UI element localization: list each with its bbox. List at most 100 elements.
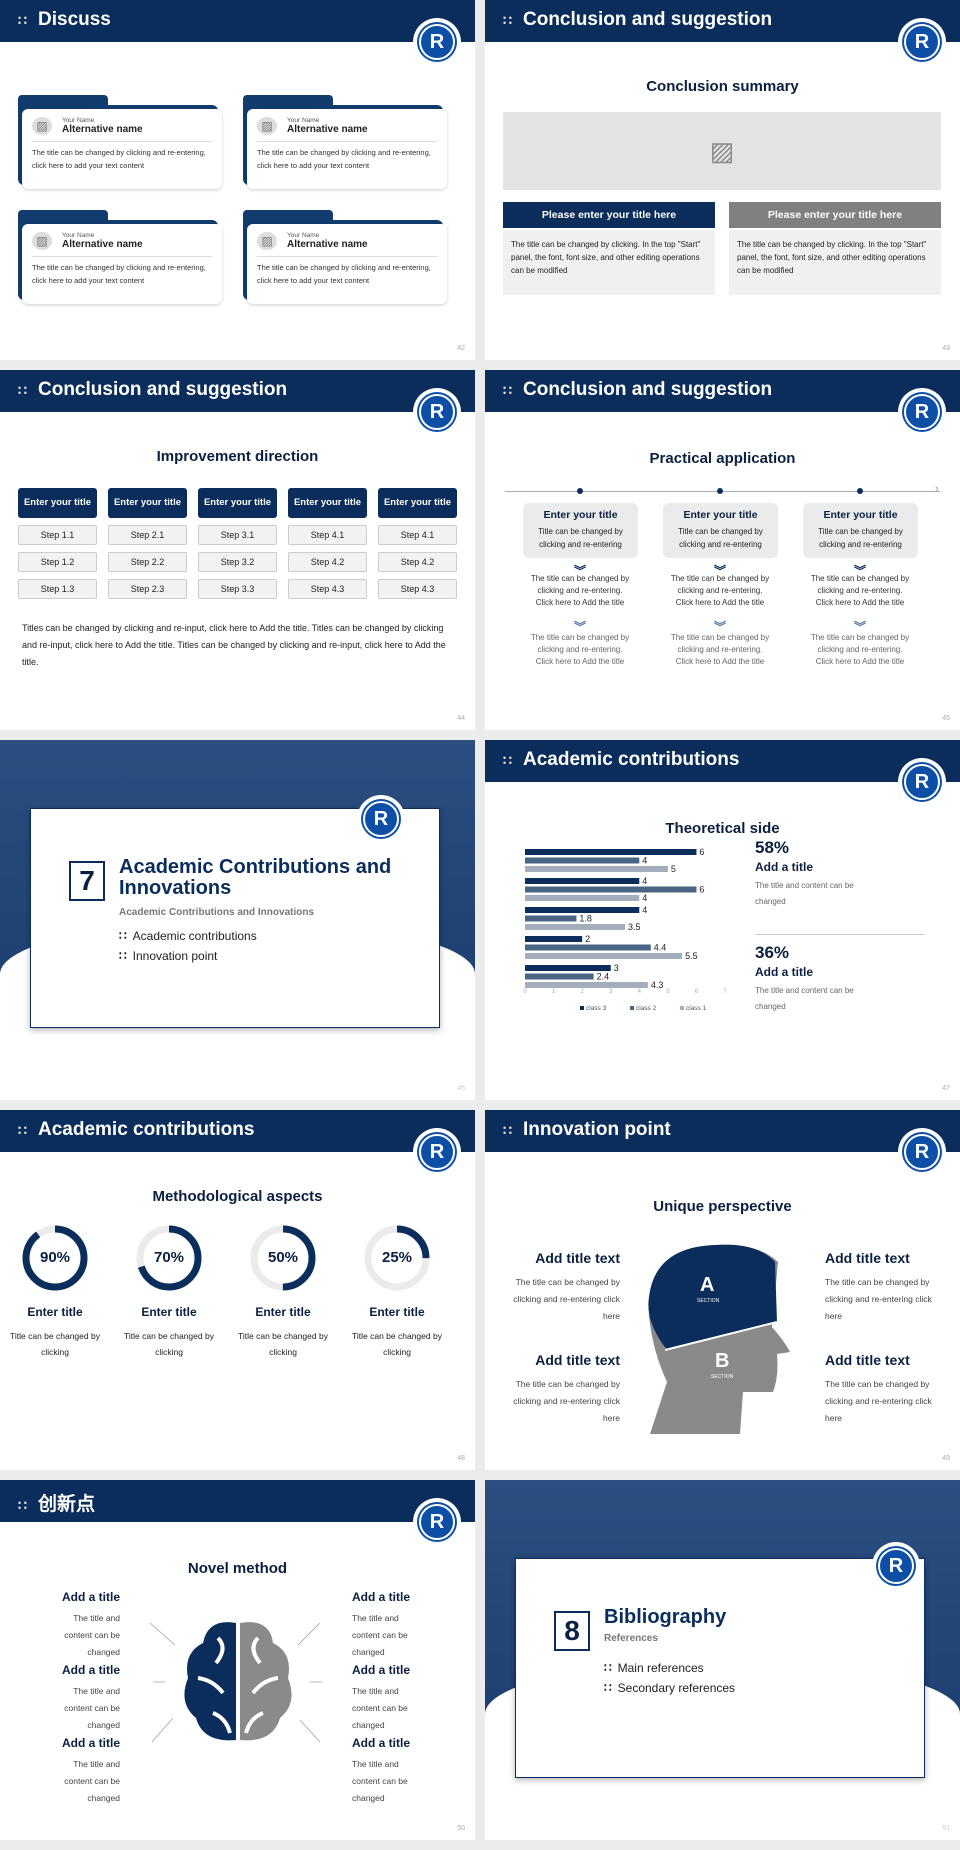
- profile-card[interactable]: ▨ Your Name Alternative name The title can …: [18, 210, 223, 305]
- timeline-dot: [717, 488, 723, 494]
- x-tick-label: 2: [580, 989, 584, 995]
- slide-50[interactable]: ∷ 创新点 R 50 Novel method Add a title The title …: [0, 1480, 475, 1840]
- slide-44[interactable]: ∷ Conclusion and suggestion R 44 Improvement…: [0, 370, 475, 730]
- progress-ring: 50%: [250, 1225, 316, 1291]
- bar-label: 3: [614, 963, 619, 973]
- card-text: The title can be changed by clicking and…: [32, 148, 206, 170]
- chapter-subtitle: References: [604, 1633, 658, 1644]
- chapter-bullet[interactable]: ∷ Innovation point: [119, 949, 217, 963]
- logo-mark: R: [904, 764, 940, 800]
- divider: [755, 934, 925, 935]
- bullet-text: Main references: [617, 1661, 704, 1675]
- bar: [525, 878, 640, 884]
- x-tick-label: 7: [723, 989, 727, 995]
- card-small-name: Your Name: [287, 232, 320, 239]
- card-names: Your Name Alternative name: [287, 117, 368, 135]
- paragraph: Titles can be changed by clicking and re…: [22, 623, 446, 667]
- profile-card[interactable]: ▨ Your Name Alternative name The title can …: [18, 95, 223, 190]
- logo-mark: R: [878, 1548, 914, 1584]
- step-box: Step 2.1: [108, 525, 187, 545]
- application-box[interactable]: Enter your title Title can be changed by …: [803, 503, 918, 558]
- application-box[interactable]: Enter your title Title can be changed by …: [523, 503, 638, 558]
- item-text: The title can be changed by clicking and…: [825, 1379, 932, 1423]
- card-head: ▨ Your Name Alternative name: [257, 117, 437, 142]
- slide-header: ∷ Discuss: [0, 0, 475, 42]
- slide-46[interactable]: 7 Academic Contributions and Innovations A…: [0, 740, 475, 1100]
- card-name: Alternative name: [287, 124, 368, 135]
- column-title: Enter your title: [198, 488, 277, 518]
- ring-label: 70%: [153, 1249, 185, 1266]
- page-number: 50: [457, 1825, 465, 1832]
- bar: [525, 973, 594, 980]
- bar-label: 2.4: [597, 972, 610, 982]
- bar: [525, 866, 668, 872]
- slide-42[interactable]: ∷ Discuss R 42 ▨ Your Name Alternative name The…: [0, 0, 475, 360]
- image-placeholder-icon: ▨: [257, 117, 277, 135]
- ring-title: Enter title: [255, 1305, 311, 1319]
- logo-icon: R: [413, 18, 461, 66]
- chevron-down-icon: ︾: [853, 564, 866, 578]
- slide-47[interactable]: ∷ Academic contributions R 47 Theoretical si…: [485, 740, 960, 1100]
- chapter-bullet[interactable]: ∷ Secondary references: [604, 1681, 735, 1695]
- connector-line: [297, 1622, 321, 1646]
- dots-icon: ∷: [18, 12, 27, 28]
- legend-label: class 2: [636, 1005, 657, 1012]
- section-title: Conclusion summary: [646, 78, 799, 95]
- logo-mark: R: [904, 1134, 940, 1170]
- ring-label: 25%: [381, 1249, 413, 1266]
- application-text: Title can be changed by clicking and re-…: [818, 527, 903, 549]
- card-name: Alternative name: [62, 239, 143, 250]
- image-placeholder-icon: ▨: [32, 117, 52, 135]
- slide-49[interactable]: ∷ Innovation point R 49 Unique perspective A S…: [485, 1110, 960, 1470]
- item-title: Add title text: [535, 1352, 620, 1368]
- slide-48[interactable]: ∷ Academic contributions R 48 Methodological…: [0, 1110, 475, 1470]
- section-title: Unique perspective: [653, 1198, 792, 1215]
- box-text: The title can be changed by clicking. In…: [729, 230, 941, 295]
- cover-card: 8 Bibliography References ∷ Main references ∷…: [515, 1558, 925, 1778]
- application-detail: The title can be changed by clicking and…: [530, 574, 630, 607]
- page-number: 45: [942, 715, 950, 722]
- chapter-bullet[interactable]: ∷ Academic contributions: [119, 929, 257, 943]
- brain-graphic: [184, 1622, 292, 1741]
- bar: [525, 944, 651, 951]
- progress-ring-graphic: [22, 1225, 88, 1291]
- section-a-letter: A: [700, 1274, 715, 1296]
- bar-label: 5.5: [685, 951, 698, 961]
- slide-51[interactable]: 8 Bibliography References ∷ Main references ∷…: [485, 1480, 960, 1840]
- step-box: Step 4.3: [288, 579, 367, 599]
- step-box: Step 4.2: [378, 552, 457, 572]
- stat-text: The title and content can be changed: [755, 986, 854, 1011]
- section-title: Methodological aspects: [152, 1188, 323, 1205]
- image-placeholder[interactable]: ▨: [503, 112, 941, 190]
- slide-header: ∷ 创新点: [0, 1480, 475, 1522]
- bar: [525, 849, 697, 855]
- timeline-dot: [577, 488, 583, 494]
- bar: [525, 886, 697, 893]
- card-head: ▨ Your Name Alternative name: [32, 117, 212, 142]
- step-box: Step 4.3: [378, 579, 457, 599]
- slide-43[interactable]: ∷ Conclusion and suggestion R 43 Conclusion …: [485, 0, 960, 360]
- legend-swatch: [680, 1006, 684, 1010]
- dots-icon: ∷: [503, 1122, 512, 1138]
- item-text: The title and content can be changed: [352, 1613, 408, 1657]
- step-box: Step 1.2: [18, 552, 97, 572]
- profile-card[interactable]: ▨ Your Name Alternative name The title can …: [243, 210, 448, 305]
- dots-icon: ∷: [119, 929, 127, 943]
- bar: [525, 857, 640, 864]
- item-title: Add a title: [61, 1663, 120, 1677]
- item-title: Add a title: [61, 1736, 120, 1750]
- slide-header-title: 创新点: [38, 1494, 96, 1515]
- page-number: 46: [457, 1085, 465, 1092]
- chevron-down-icon: ︾: [853, 620, 866, 634]
- slide-header-title: Conclusion and suggestion: [523, 379, 773, 400]
- slide-45[interactable]: ∷ Conclusion and suggestion R 45 Practical a…: [485, 370, 960, 730]
- section-b-word: SECTION: [711, 1374, 734, 1380]
- profile-card[interactable]: ▨ Your Name Alternative name The title can …: [243, 95, 448, 190]
- application-detail: The title can be changed by clicking and…: [530, 633, 630, 666]
- application-text: Title can be changed by clicking and re-…: [678, 527, 763, 549]
- ring-text: Title can be changed by clicking: [10, 1331, 100, 1357]
- chapter-bullet[interactable]: ∷ Main references: [604, 1661, 704, 1675]
- logo-mark: R: [419, 1134, 455, 1170]
- application-box[interactable]: Enter your title Title can be changed by …: [663, 503, 778, 558]
- connector-line: [149, 1622, 176, 1646]
